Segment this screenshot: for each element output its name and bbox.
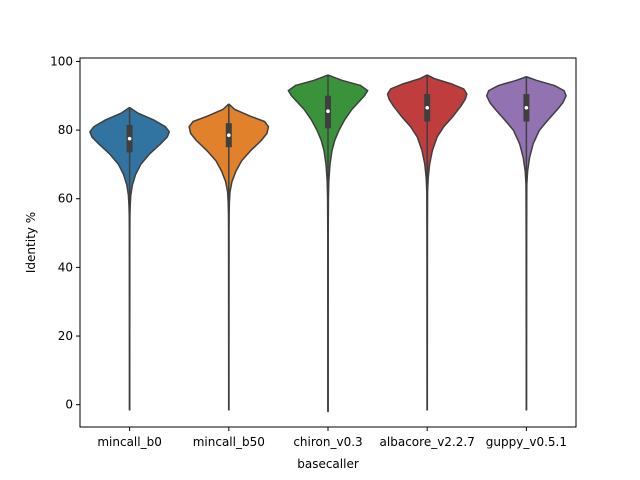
x-axis-label: basecaller: [297, 457, 359, 471]
y-tick-label: 100: [50, 54, 73, 68]
median-dot-mincall_b50: [227, 133, 231, 138]
x-tick-label: chiron_v0.3: [293, 435, 362, 449]
median-dot-chiron_v0.3: [326, 109, 330, 114]
median-dot-guppy_v0.5.1: [524, 105, 529, 110]
y-tick-label: 20: [58, 329, 73, 343]
x-tick-label: mincall_b0: [97, 435, 162, 449]
x-tick-label: albacore_v2.2.7: [380, 435, 475, 449]
x-tick-label: mincall_b50: [193, 435, 265, 449]
violins: [89, 74, 567, 413]
y-tick-label: 0: [65, 398, 73, 412]
y-axis: 0 20 40 60 80 100: [50, 54, 80, 412]
y-tick-label: 40: [58, 260, 73, 274]
x-axis: mincall_b0 mincall_b50 chiron_v0.3 albacore…: [97, 427, 567, 449]
y-tick-label: 80: [58, 123, 73, 137]
y-axis-label: Identity %: [24, 212, 38, 273]
plot-frame: [79, 57, 577, 428]
median-dot-albacore_v2.2.7: [425, 105, 430, 110]
x-tick-label: guppy_v0.5.1: [486, 435, 567, 449]
median-dot-mincall_b0: [127, 136, 132, 141]
y-tick-label: 60: [58, 192, 73, 206]
